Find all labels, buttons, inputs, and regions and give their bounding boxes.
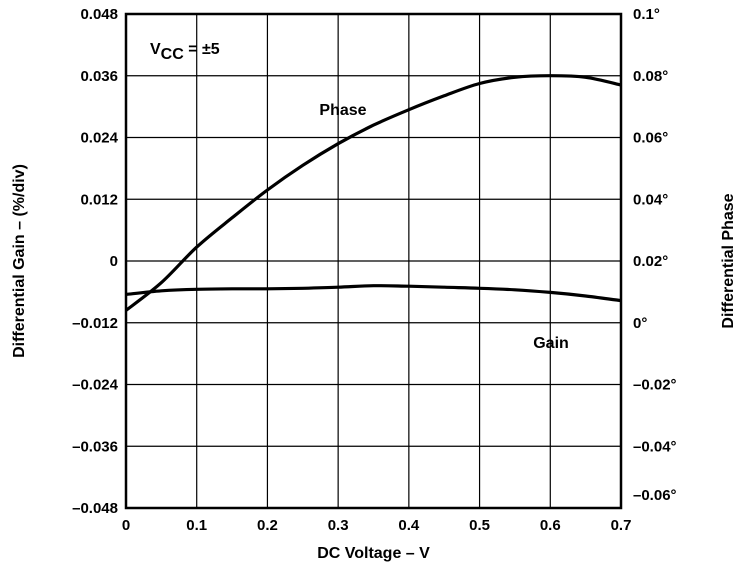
y-right-tick-label: –0.04° bbox=[633, 438, 677, 455]
x-tick-label: 0.3 bbox=[328, 517, 349, 534]
x-tick-label: 0 bbox=[122, 517, 130, 534]
y-left-tick-label: 0.012 bbox=[80, 191, 118, 208]
series-label-gain: Gain bbox=[533, 335, 569, 352]
series-line-gain bbox=[125, 284, 622, 303]
vcc-rest: = ±5 bbox=[184, 41, 220, 58]
y-right-tick-label: 0.1° bbox=[633, 6, 660, 23]
grid bbox=[126, 14, 621, 508]
x-tick-label: 0.4 bbox=[398, 517, 420, 534]
y-left-tick-label: 0 bbox=[110, 253, 118, 270]
x-tick-label: 0.2 bbox=[257, 517, 278, 534]
y-left-tick-label: –0.036 bbox=[72, 438, 118, 455]
plot-frame bbox=[124, 12, 623, 510]
y-left-tick-label: –0.024 bbox=[72, 377, 119, 394]
curves bbox=[125, 74, 622, 312]
y-left-tick-label: 0.036 bbox=[80, 68, 118, 85]
y-right-tick-label: –0.02° bbox=[633, 377, 677, 394]
x-tick-label: 0.6 bbox=[540, 517, 561, 534]
y-right-tick-label: 0.08° bbox=[633, 68, 668, 85]
y-left-tick-labels: 0.048 0.036 0.024 0.012 0 –0.012 –0.024 –0.036 –… bbox=[72, 6, 119, 517]
series-labels: Phase Gain bbox=[319, 102, 568, 352]
vcc-annotation: VCC = ±5 bbox=[150, 41, 220, 63]
y-left-tick-label: –0.048 bbox=[72, 500, 118, 517]
x-tick-labels: 0 0.1 0.2 0.3 0.4 0.5 0.6 0.7 bbox=[122, 517, 632, 534]
y-right-tick-label: 0.06° bbox=[633, 130, 668, 147]
y-left-tick-label: 0.048 bbox=[80, 6, 118, 23]
y-left-axis-title: Differential Gain – (%/div) bbox=[11, 164, 28, 358]
y-left-tick-label: 0.024 bbox=[80, 130, 118, 147]
x-tick-label: 0.1 bbox=[186, 517, 207, 534]
x-tick-label: 0.7 bbox=[611, 517, 632, 534]
series-label-phase: Phase bbox=[319, 102, 366, 119]
vcc-main: V bbox=[150, 41, 161, 58]
x-tick-label: 0.5 bbox=[469, 517, 490, 534]
y-right-tick-label: 0.02° bbox=[633, 253, 668, 270]
vcc-subscript: CC bbox=[161, 46, 185, 63]
y-right-tick-label: 0.04° bbox=[633, 191, 668, 208]
x-axis-title: DC Voltage – V bbox=[317, 545, 430, 562]
series-line-phase bbox=[125, 74, 622, 312]
y-left-tick-label: –0.012 bbox=[72, 315, 118, 332]
y-right-tick-labels: 0.1° 0.08° 0.06° 0.04° 0.02° 0° –0.02° –0.04° –0… bbox=[633, 6, 677, 504]
y-right-tick-label: –0.06° bbox=[633, 487, 677, 504]
y-right-axis-title: Differential Phase bbox=[720, 193, 737, 328]
y-right-tick-label: 0° bbox=[633, 315, 647, 332]
